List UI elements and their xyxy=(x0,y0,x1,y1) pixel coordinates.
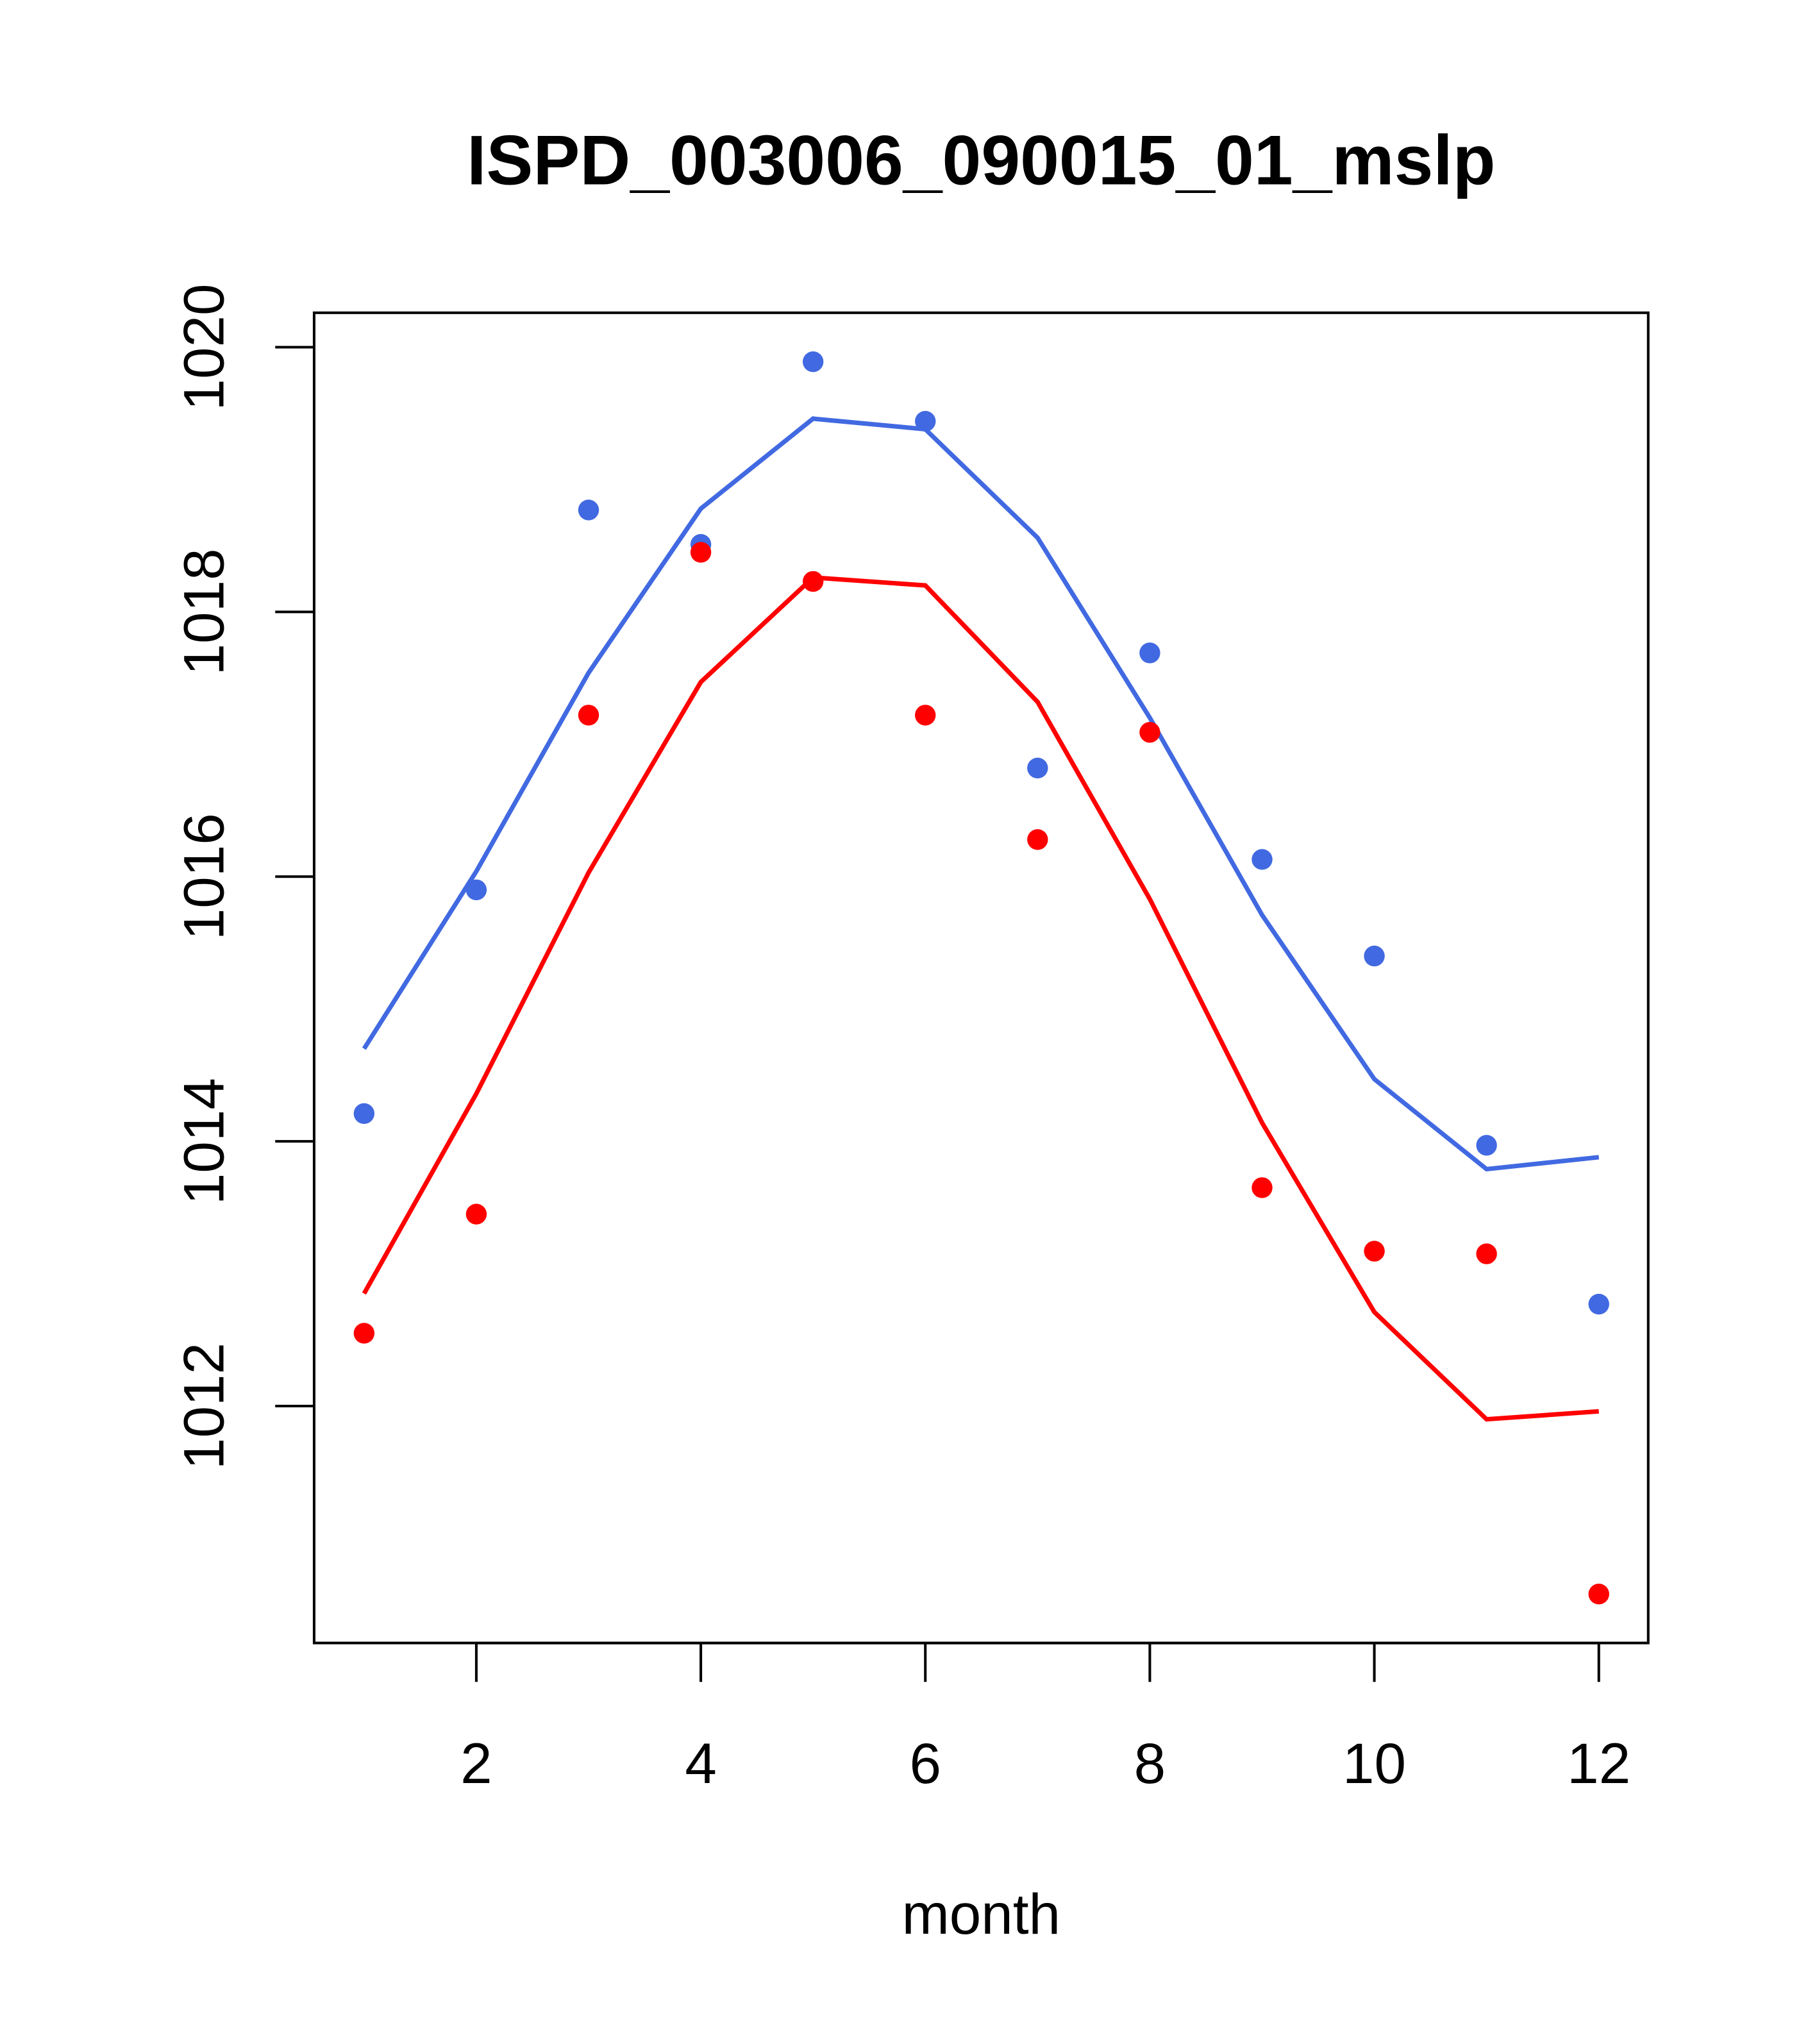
chart-title: ISPD_003006_090015_01_mslp xyxy=(467,121,1495,199)
data-point xyxy=(353,1103,375,1124)
data-point xyxy=(1027,829,1048,850)
data-point xyxy=(1027,757,1048,779)
data-point xyxy=(353,1323,375,1344)
y-tick-label: 1016 xyxy=(171,813,235,940)
x-tick-label: 12 xyxy=(1567,1731,1630,1795)
data-point xyxy=(690,542,712,563)
data-point xyxy=(465,1203,487,1225)
data-point xyxy=(1364,1241,1385,1262)
data-point xyxy=(465,879,487,901)
data-point xyxy=(1139,722,1160,743)
x-tick-label: 6 xyxy=(909,1731,941,1795)
series-line xyxy=(362,575,1599,1422)
y-tick-label: 1020 xyxy=(171,283,235,410)
data-point xyxy=(1252,1177,1273,1198)
y-tick-label: 1014 xyxy=(171,1078,235,1205)
y-tick-label: 1012 xyxy=(171,1343,235,1470)
x-tick-label: 4 xyxy=(685,1731,717,1795)
data-point xyxy=(578,705,599,726)
data-point xyxy=(802,351,824,373)
data-point xyxy=(1364,945,1385,967)
series-line xyxy=(362,416,1600,1172)
data-point xyxy=(1252,849,1273,870)
y-tick-label: 1018 xyxy=(171,548,235,675)
x-axis-label: month xyxy=(902,1882,1061,1946)
data-point xyxy=(915,705,936,726)
x-tick-label: 8 xyxy=(1134,1731,1166,1795)
data-point xyxy=(1476,1243,1497,1264)
x-tick-label: 10 xyxy=(1343,1731,1406,1795)
plot-frame xyxy=(312,311,1650,1645)
x-tick-label: 2 xyxy=(460,1731,492,1795)
data-point xyxy=(578,499,599,521)
data-point xyxy=(1476,1135,1497,1156)
data-point xyxy=(1139,642,1160,664)
data-point xyxy=(1588,1583,1609,1605)
data-point xyxy=(1588,1293,1609,1315)
